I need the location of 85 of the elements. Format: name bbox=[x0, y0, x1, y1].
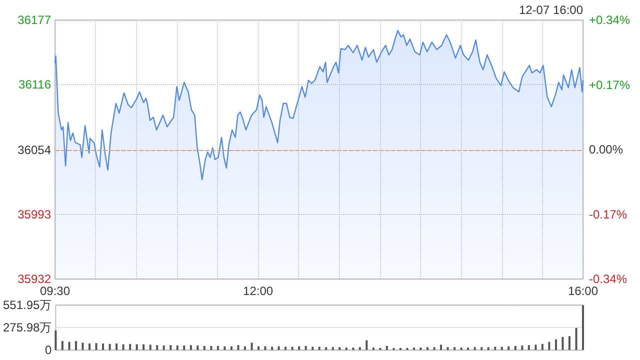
bar bbox=[74, 341, 77, 350]
bar bbox=[116, 343, 118, 350]
bar bbox=[494, 346, 496, 350]
bar bbox=[386, 346, 388, 350]
bar bbox=[325, 347, 328, 350]
bar bbox=[176, 346, 178, 350]
bar bbox=[284, 346, 287, 350]
bar bbox=[95, 343, 98, 350]
bar bbox=[108, 344, 111, 350]
bar bbox=[129, 344, 132, 350]
bar bbox=[88, 343, 91, 350]
y-tick-label: 0 bbox=[45, 343, 52, 357]
bar bbox=[264, 346, 266, 350]
bar bbox=[250, 342, 253, 350]
bar bbox=[541, 344, 544, 350]
bar bbox=[122, 344, 124, 350]
bar bbox=[54, 330, 57, 350]
bar bbox=[474, 347, 476, 350]
bar bbox=[237, 345, 240, 350]
bar bbox=[521, 346, 524, 350]
y2-tick-label: -0.17% bbox=[589, 207, 628, 222]
bar bbox=[338, 347, 341, 350]
y2-tick-label: 0.00% bbox=[589, 142, 624, 156]
bar bbox=[210, 346, 212, 350]
bar bbox=[68, 342, 70, 350]
bar bbox=[244, 346, 246, 350]
bar bbox=[82, 342, 84, 350]
bar bbox=[366, 340, 368, 350]
bar bbox=[318, 346, 320, 350]
y-tick-label: 36054 bbox=[18, 143, 52, 158]
bar bbox=[102, 343, 104, 350]
bar bbox=[440, 344, 442, 350]
bar bbox=[568, 336, 570, 350]
bar bbox=[304, 346, 307, 350]
y2-tick-label: +0.17% bbox=[589, 78, 630, 92]
bar bbox=[230, 346, 232, 350]
bar bbox=[61, 341, 64, 350]
bar bbox=[433, 347, 436, 350]
bar bbox=[216, 346, 219, 350]
y-tick-label: 35932 bbox=[18, 272, 52, 286]
bar bbox=[508, 346, 510, 350]
bar bbox=[487, 347, 490, 350]
y-tick-label: 35993 bbox=[18, 208, 52, 222]
bar bbox=[582, 305, 584, 350]
y-tick-label: 36177 bbox=[18, 13, 52, 27]
y2-tick-label: +0.34% bbox=[589, 13, 630, 27]
bar bbox=[528, 345, 530, 350]
bar bbox=[149, 344, 152, 350]
y-tick-label: 275.98万 bbox=[3, 320, 52, 334]
y2-tick-label: -0.34% bbox=[589, 272, 628, 286]
bar bbox=[258, 346, 260, 350]
bar bbox=[312, 346, 314, 350]
bar bbox=[142, 344, 145, 350]
bar bbox=[224, 346, 226, 350]
bar bbox=[454, 347, 456, 350]
bar bbox=[203, 346, 206, 350]
text: 12-07 16:00 bbox=[518, 3, 584, 17]
bar bbox=[514, 346, 516, 350]
bar bbox=[183, 346, 186, 350]
bar bbox=[278, 346, 280, 350]
x-tick-label: 16:00 bbox=[568, 284, 598, 298]
bar bbox=[480, 347, 483, 350]
bar bbox=[156, 345, 158, 350]
bar bbox=[500, 346, 503, 350]
bar bbox=[162, 346, 165, 350]
y-tick-label: 551.95万 bbox=[3, 298, 52, 312]
bar bbox=[554, 339, 557, 350]
bar bbox=[548, 342, 550, 350]
bar bbox=[446, 347, 449, 350]
bar bbox=[332, 347, 334, 350]
bar bbox=[291, 346, 294, 350]
bar bbox=[426, 347, 428, 350]
bar bbox=[271, 346, 274, 350]
x-tick-label: 12:00 bbox=[243, 284, 274, 298]
y-tick-label: 36116 bbox=[18, 77, 52, 92]
bar bbox=[575, 328, 578, 350]
bar bbox=[298, 346, 300, 350]
x-tick-label: 09:30 bbox=[40, 284, 70, 298]
bar bbox=[196, 346, 199, 350]
bar bbox=[136, 344, 138, 350]
bar bbox=[562, 336, 564, 350]
bar bbox=[170, 345, 172, 350]
bar bbox=[190, 345, 192, 350]
bar bbox=[534, 344, 537, 350]
bar bbox=[358, 347, 361, 350]
